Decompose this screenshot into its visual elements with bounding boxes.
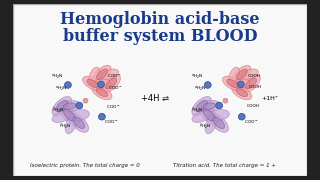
Ellipse shape [199,100,220,112]
Ellipse shape [63,103,76,109]
Text: Titration acid. The total charge = 1 +: Titration acid. The total charge = 1 + [173,163,276,168]
Text: Hemoglobin acid-base: Hemoglobin acid-base [60,11,260,28]
Text: $^{\beta}$H$_2$N: $^{\beta}$H$_2$N [191,105,204,115]
Ellipse shape [209,113,228,132]
Ellipse shape [93,79,110,88]
Ellipse shape [227,79,238,87]
Ellipse shape [236,69,247,80]
Ellipse shape [52,111,71,122]
Circle shape [98,81,104,88]
Circle shape [216,102,223,109]
Ellipse shape [200,106,219,125]
Text: COO$^-$: COO$^-$ [107,72,122,79]
Circle shape [65,82,71,88]
Text: COOH: COOH [247,104,260,108]
Text: COO$^-$: COO$^-$ [104,118,119,125]
Circle shape [76,102,83,109]
Ellipse shape [245,78,257,89]
Text: $^{\beta}$H$_2$N: $^{\beta}$H$_2$N [52,105,64,115]
Ellipse shape [233,79,250,88]
Circle shape [237,81,244,88]
Ellipse shape [233,65,251,83]
Ellipse shape [236,88,248,97]
Text: $^{\beta}$H$_2$N: $^{\beta}$H$_2$N [59,121,71,131]
Ellipse shape [102,75,120,93]
Text: +1H⁺: +1H⁺ [261,96,278,101]
Ellipse shape [92,85,112,100]
Text: +4H ⇌: +4H ⇌ [140,94,169,103]
Text: $^{\beta}$H$_2$N: $^{\beta}$H$_2$N [198,121,211,131]
Ellipse shape [60,106,79,125]
Ellipse shape [69,113,89,132]
Circle shape [204,82,211,88]
Ellipse shape [52,96,71,116]
Text: $^{\alpha}$H$_2$N: $^{\alpha}$H$_2$N [191,72,203,81]
Ellipse shape [96,88,108,97]
Ellipse shape [96,69,108,80]
Ellipse shape [208,110,229,121]
Text: $^{\alpha}$H$_2$N: $^{\alpha}$H$_2$N [195,84,207,93]
Text: COO$^-$: COO$^-$ [244,118,259,125]
Ellipse shape [242,75,260,93]
Circle shape [223,98,228,103]
Ellipse shape [65,115,77,134]
Ellipse shape [93,65,111,83]
Ellipse shape [101,69,118,80]
Circle shape [83,98,88,103]
FancyBboxPatch shape [13,4,307,176]
Ellipse shape [56,100,68,112]
Ellipse shape [241,69,258,80]
Ellipse shape [213,117,224,129]
Ellipse shape [106,78,117,89]
Text: $^{\alpha}$H$_2$N: $^{\alpha}$H$_2$N [51,72,63,81]
Ellipse shape [204,109,215,121]
Ellipse shape [64,109,75,121]
Circle shape [238,113,245,120]
Ellipse shape [232,85,252,100]
Circle shape [99,113,105,120]
Text: Isoelectric protein. The total charge = 0: Isoelectric protein. The total charge = … [30,163,140,168]
Text: COO$^-$: COO$^-$ [108,84,123,91]
Text: COO$^-$: COO$^-$ [106,103,121,110]
Ellipse shape [87,79,99,87]
Ellipse shape [89,67,100,85]
Ellipse shape [192,111,211,122]
Text: COOH: COOH [248,74,260,78]
Ellipse shape [229,67,239,85]
Ellipse shape [192,96,211,116]
Ellipse shape [203,103,216,109]
Ellipse shape [59,100,80,112]
Ellipse shape [205,115,217,134]
Ellipse shape [196,100,207,112]
Ellipse shape [83,76,103,91]
Ellipse shape [73,117,84,129]
Text: $^{\alpha}$H$_2$N: $^{\alpha}$H$_2$N [55,84,67,93]
Text: COOH: COOH [249,85,262,89]
Ellipse shape [68,110,90,121]
Ellipse shape [222,76,243,91]
Text: buffer system BLOOD: buffer system BLOOD [63,28,257,45]
